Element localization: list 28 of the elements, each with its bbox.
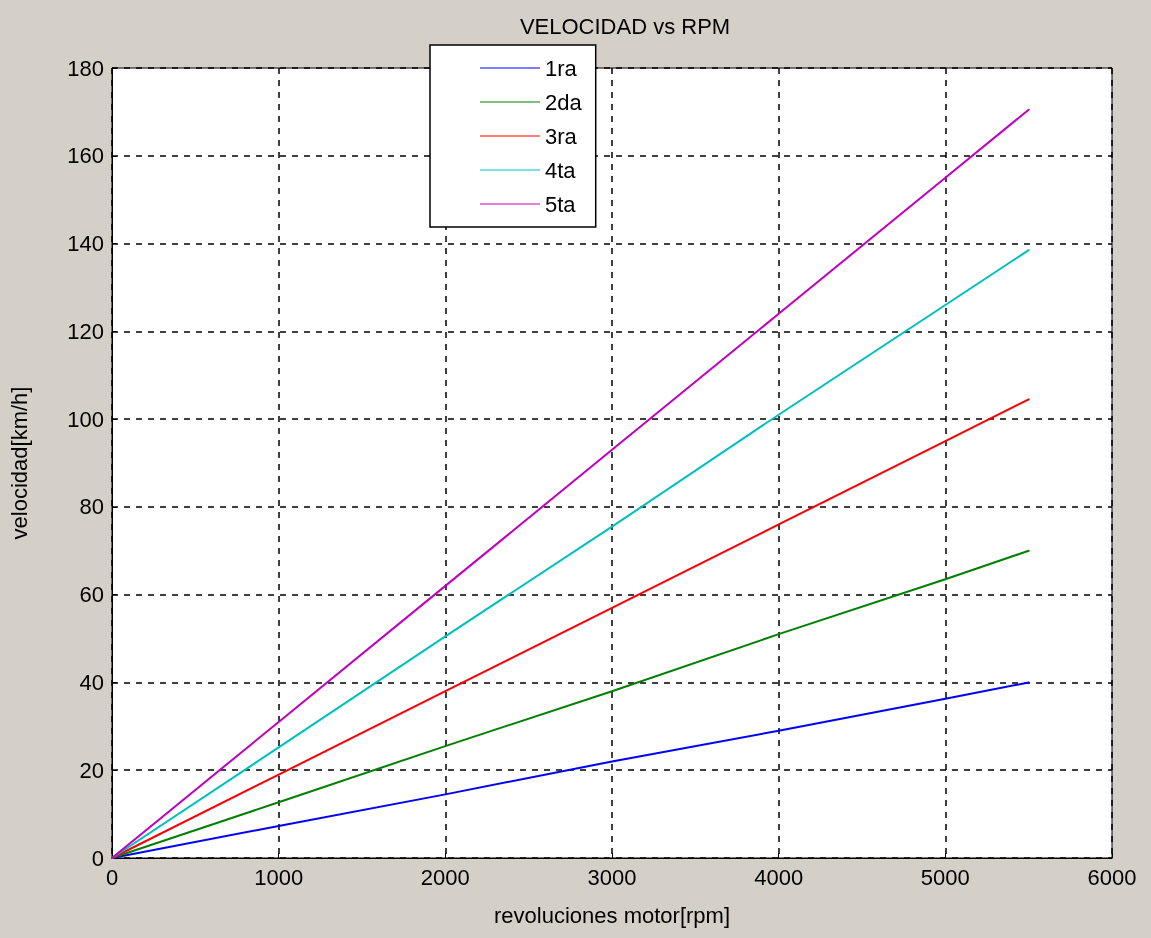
y-tick-label: 40 [79, 669, 104, 695]
x-tick-label: 3000 [587, 864, 637, 890]
y-tick-label: 100 [67, 406, 104, 432]
line-series [111, 108, 1030, 859]
y-tick-label: 60 [79, 582, 104, 608]
line-series [111, 549, 1030, 859]
y-tick-label: 160 [67, 143, 104, 169]
line-series [111, 249, 1030, 859]
y-tick-label: 0 [91, 845, 104, 871]
chart-title: VELOCIDAD vs RPM [519, 13, 731, 39]
x-tick-label: 4000 [754, 864, 804, 890]
y-tick-label: 20 [79, 757, 104, 783]
y-tick-label: 180 [67, 55, 104, 81]
x-tick-label: 6000 [1087, 864, 1137, 890]
y-tick-label: 80 [79, 494, 104, 520]
y-axis-title: velocidad[km/h] [6, 386, 32, 540]
legend-label: 2da [545, 89, 583, 115]
line-series [111, 681, 1030, 859]
legend-label: 1ra [545, 55, 578, 81]
x-tick-label: 5000 [920, 864, 970, 890]
legend-label: 3ra [545, 123, 578, 149]
y-tick-label: 120 [67, 318, 104, 344]
x-axis-title: revoluciones motor[rpm] [494, 902, 730, 928]
x-tick-label: 2000 [420, 864, 470, 890]
legend-label: 4ta [545, 157, 577, 183]
x-tick-label: 1000 [254, 864, 304, 890]
legend-label: 5ta [545, 191, 577, 217]
y-tick-label: 140 [67, 231, 104, 257]
